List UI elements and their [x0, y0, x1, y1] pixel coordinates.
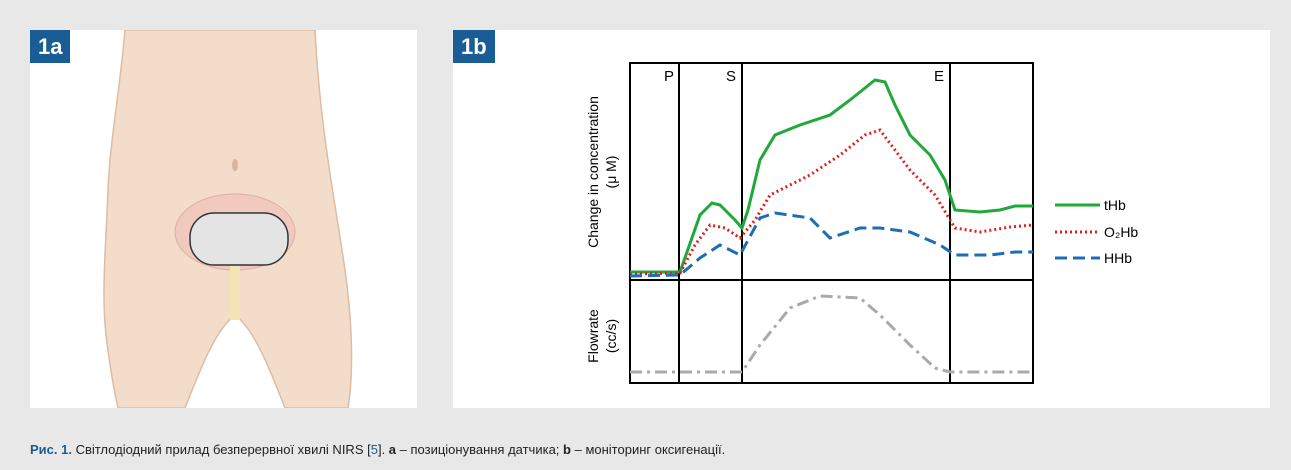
- panel-label: 1b: [453, 30, 495, 63]
- y-axis-label: (cc/s): [603, 319, 619, 353]
- legend-label: O₂Hb: [1104, 224, 1138, 240]
- caption-letter: a: [388, 442, 397, 457]
- y-axis-label: Flowrate: [585, 309, 601, 363]
- section-label: P: [664, 68, 674, 85]
- caption-text: Світлодіодний прилад безперервної хвилі …: [71, 442, 371, 457]
- panel-a: 1a: [30, 29, 417, 409]
- y-axis-label: Change in concentration: [585, 96, 601, 248]
- caption-text: – позиціонування датчика;: [396, 442, 564, 457]
- reference: 5: [370, 442, 378, 457]
- illustration: [103, 29, 353, 409]
- panel-b: 1b P S E Change in concentration (μ M) F…: [453, 30, 1270, 408]
- caption-letter: b: [563, 442, 571, 457]
- caption-prefix: Рис. 1.: [30, 442, 72, 457]
- chart: P S E Change in concentration (μ M) Flow…: [585, 62, 1138, 384]
- legend-label: HHb: [1104, 250, 1132, 266]
- section-label: E: [934, 68, 944, 85]
- y-axis-label: (μ M): [603, 156, 619, 189]
- caption-text: – моніторинг оксигенації.: [570, 442, 726, 457]
- caption-text: ].: [377, 442, 389, 457]
- panel-label: 1a: [30, 30, 71, 63]
- legend-label: tHb: [1104, 197, 1126, 213]
- caption: Рис. 1. Світлодіодний прилад безперервно…: [30, 442, 725, 457]
- section-label: S: [726, 68, 736, 85]
